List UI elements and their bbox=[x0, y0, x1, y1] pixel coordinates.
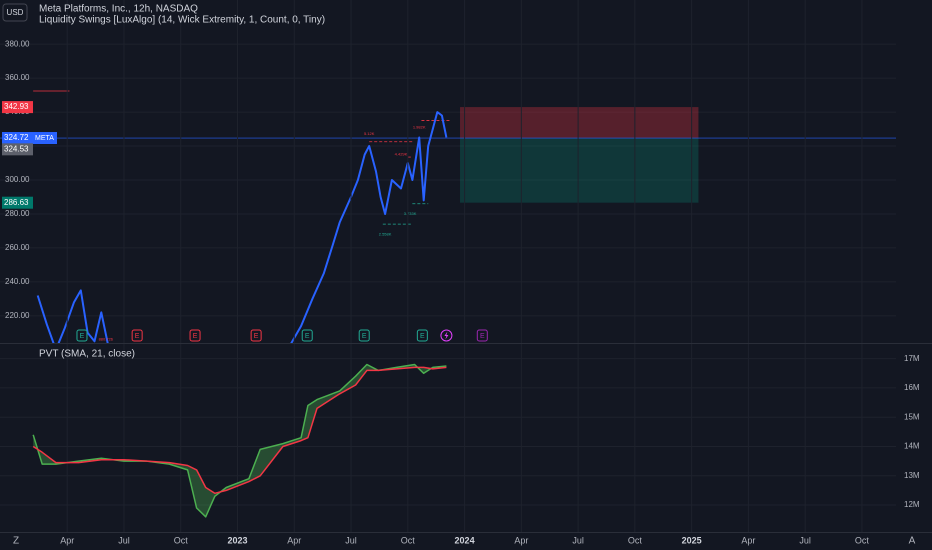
y-tick-label: 12M bbox=[904, 500, 920, 509]
earnings-icon bbox=[358, 329, 370, 342]
ticker-bg bbox=[33, 132, 57, 145]
earnings-label: E bbox=[305, 333, 310, 340]
overlay: USD Meta Platforms, Inc., 12h, NASDAQ Li… bbox=[2, 3, 920, 547]
dividend-bolt bbox=[444, 331, 449, 340]
target-price-label: 286.63 bbox=[4, 198, 29, 207]
swing-label: 3.733K bbox=[404, 211, 417, 216]
earnings-icon bbox=[476, 329, 488, 342]
x-tick-label: 2025 bbox=[682, 535, 702, 545]
swing-label: 2.558K bbox=[379, 231, 392, 236]
x-tick-label: Oct bbox=[855, 535, 870, 545]
x-tick-label: Oct bbox=[174, 535, 189, 545]
target-zone bbox=[460, 138, 699, 203]
earnings-icon bbox=[189, 329, 201, 342]
earnings-icon bbox=[76, 329, 88, 342]
y-tick-label: 17M bbox=[904, 354, 920, 363]
earnings-label: E bbox=[362, 333, 367, 340]
y-tick-label: 260.00 bbox=[5, 243, 30, 252]
earnings-label: E bbox=[480, 333, 485, 340]
corner-right[interactable]: A bbox=[909, 536, 916, 547]
earnings-icon bbox=[250, 329, 262, 342]
x-tick-label: Oct bbox=[628, 535, 643, 545]
y-tick-label: 240.00 bbox=[5, 277, 30, 286]
x-tick-label: 2023 bbox=[227, 535, 247, 545]
x-tick-label: Jul bbox=[572, 535, 584, 545]
currency-button[interactable] bbox=[2, 3, 28, 22]
x-tick-label: Apr bbox=[741, 535, 755, 545]
swing-label: 4.429K bbox=[395, 152, 408, 157]
stop-zone bbox=[460, 107, 699, 139]
last-price-label: 324.72 bbox=[4, 133, 29, 142]
earnings-icon bbox=[416, 329, 428, 342]
y-tick-label: 16M bbox=[904, 383, 920, 392]
earnings-label: E bbox=[420, 333, 425, 340]
y-tick-label: 360.00 bbox=[5, 73, 30, 82]
y-tick-label: 220.00 bbox=[5, 311, 30, 320]
close-price-label-bg bbox=[2, 143, 33, 156]
earnings-icon bbox=[131, 329, 143, 342]
stop-price-label-bg bbox=[2, 101, 33, 114]
symbol-line: Meta Platforms, Inc., 12h, NASDAQ bbox=[39, 4, 198, 15]
x-tick-label: 2024 bbox=[455, 535, 475, 545]
y-tick-label: 13M bbox=[904, 471, 920, 480]
y-tick-label: 380.00 bbox=[5, 39, 30, 48]
close-price-label: 324.53 bbox=[4, 144, 29, 153]
earnings-label: E bbox=[193, 333, 198, 340]
earnings-icon bbox=[301, 329, 313, 342]
x-tick-label: Apr bbox=[287, 535, 301, 545]
corner-left[interactable]: Z bbox=[13, 536, 19, 547]
swing-label: 5.12K bbox=[364, 131, 375, 136]
swing-label: 1.982K bbox=[413, 124, 426, 129]
x-tick-label: Apr bbox=[60, 535, 74, 545]
pvt-title: PVT (SMA, 21, close) bbox=[39, 349, 135, 360]
y-tick-label: 15M bbox=[904, 412, 920, 421]
ticker-label: META bbox=[35, 135, 54, 142]
x-tick-label: Jul bbox=[799, 535, 811, 545]
indicator-line: Liquidity Swings [LuxAlgo] (14, Wick Ext… bbox=[39, 15, 325, 26]
swing-label: 880.726 bbox=[99, 337, 114, 342]
earnings-label: E bbox=[80, 333, 85, 340]
earnings-label: E bbox=[254, 333, 259, 340]
target-price-label-bg bbox=[2, 196, 33, 209]
price-pane: 5.12K 1.982K 4.429K 3.733K 2.558K 880.726 E E E E… bbox=[0, 0, 896, 343]
x-tick-label: Jul bbox=[345, 535, 357, 545]
x-tick-label: Apr bbox=[514, 535, 528, 545]
currency: USD bbox=[7, 8, 24, 17]
earnings-label: E bbox=[135, 333, 140, 340]
sma-line bbox=[32, 366, 447, 495]
y-tick-label: 14M bbox=[904, 442, 920, 451]
last-price-label-bg bbox=[2, 132, 33, 145]
stop-price-label: 342.93 bbox=[4, 102, 29, 111]
x-tick-label: Jul bbox=[118, 535, 130, 545]
y-tick-label: 300.00 bbox=[5, 175, 30, 184]
x-tick-label: Oct bbox=[401, 535, 416, 545]
y-tick-label: 280.00 bbox=[5, 209, 30, 218]
pvt-pane bbox=[0, 344, 896, 532]
price-line-series bbox=[36, 111, 448, 343]
